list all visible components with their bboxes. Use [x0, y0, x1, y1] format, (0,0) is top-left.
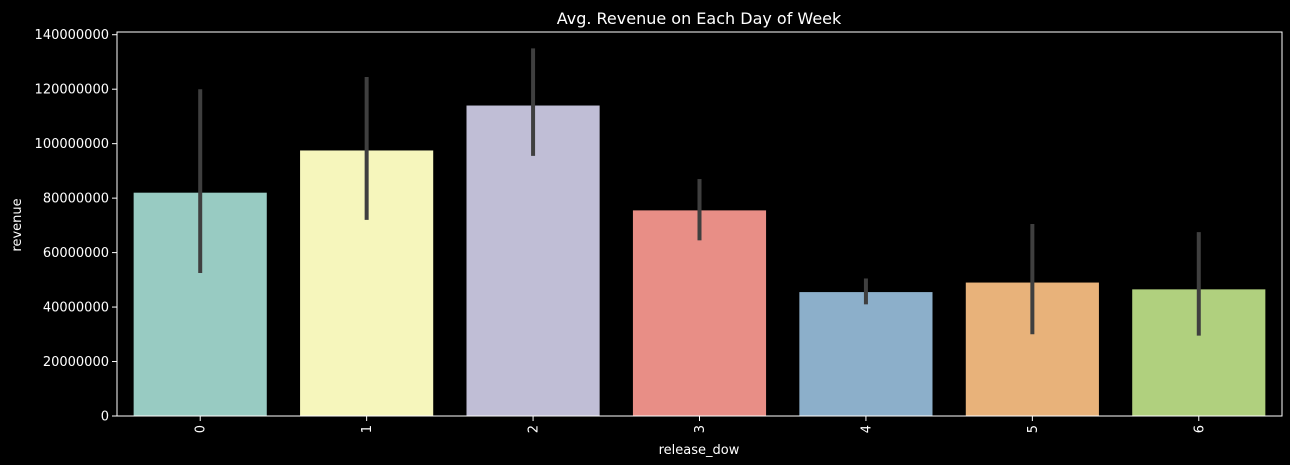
axes-layer: 0 1 2 3 4 5 6 0 20000000 40000000 60000000 80000000… [35, 28, 1283, 433]
y-tick-label: 100000000 [35, 137, 109, 152]
x-axis-title: release_dow [659, 443, 740, 458]
x-tick-label: 1 [360, 425, 375, 433]
y-tick-label: 40000000 [43, 301, 109, 316]
x-tick-label: 4 [859, 425, 874, 433]
y-tick-label: 120000000 [35, 83, 109, 98]
y-tick-label: 20000000 [43, 355, 109, 370]
bar-3 [632, 210, 767, 416]
bar-4 [799, 292, 933, 416]
chart-title: Avg. Revenue on Each Day of Week [557, 9, 842, 28]
x-tick-label: 5 [1026, 425, 1041, 433]
x-tick-label: 2 [527, 425, 542, 433]
bar-2 [466, 105, 600, 416]
y-axis-title: revenue [10, 198, 25, 251]
x-tick-label: 0 [194, 425, 209, 433]
plot-frame [116, 31, 1283, 417]
y-tick-label: 60000000 [43, 246, 109, 261]
y-tick-label: 80000000 [43, 192, 109, 207]
bars-layer [133, 105, 1266, 416]
x-tick-label: 6 [1192, 425, 1207, 433]
y-tick-label: 140000000 [35, 28, 109, 43]
y-tick-label: 0 [101, 410, 109, 425]
error-bars-layer [198, 48, 1201, 336]
x-tick-label: 3 [693, 425, 708, 433]
